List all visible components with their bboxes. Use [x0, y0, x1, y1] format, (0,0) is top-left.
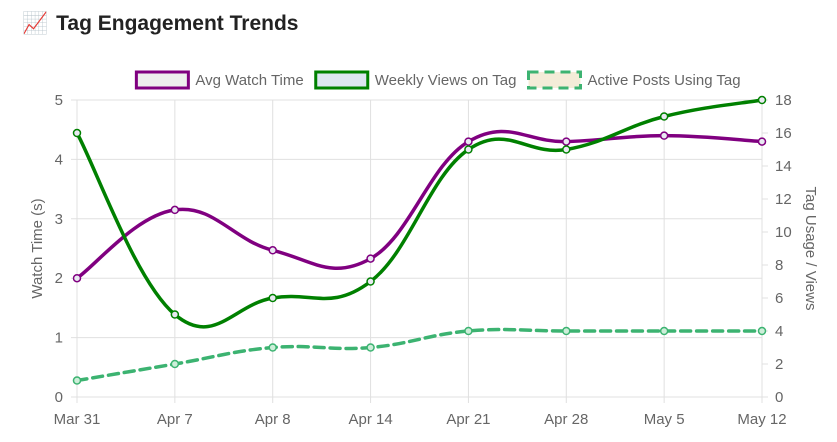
data-point-avg-watch-time: [659, 131, 669, 140]
legend-swatch: [134, 70, 190, 90]
data-point-weekly-views-on-tag: [170, 310, 180, 319]
data-point-weekly-views-on-tag: [464, 145, 473, 154]
y-left-axis-title: Watch Time (s): [29, 198, 46, 298]
y-right-tick-label: 0: [775, 389, 783, 406]
data-point-avg-watch-time: [757, 137, 767, 146]
data-point-weekly-views-on-tag: [757, 95, 767, 105]
x-tick-label: May 12: [737, 411, 786, 428]
y-right-axis-title: Tag Usage / Views: [802, 187, 819, 311]
series-line-avg-watch-time: [75, 129, 764, 280]
data-point-avg-watch-time: [464, 137, 473, 146]
y-right-tick-label: 2: [775, 356, 783, 373]
x-tick-label: Apr 28: [544, 411, 588, 428]
legend-swatch: [526, 70, 582, 90]
x-tick-label: May 5: [644, 411, 685, 428]
legend-label: Avg Watch Time: [195, 72, 303, 89]
data-point-weekly-views-on-tag: [72, 128, 82, 138]
data-point-avg-watch-time: [170, 205, 180, 215]
data-point-avg-watch-time: [562, 137, 571, 146]
data-point-active-posts-using-tag: [562, 326, 571, 336]
series-line-active-posts-using-tag: [75, 327, 764, 383]
y-right-tick-label: 12: [775, 191, 792, 208]
data-point-weekly-views-on-tag: [562, 145, 571, 154]
x-tick-label: Mar 31: [54, 411, 101, 428]
y-left-tick-label: 0: [55, 389, 63, 406]
data-point-active-posts-using-tag: [464, 326, 473, 336]
y-left-tick-label: 5: [55, 92, 63, 109]
data-point-weekly-views-on-tag: [366, 277, 375, 286]
legend-label: Active Posts Using Tag: [587, 72, 740, 89]
y-right-tick-label: 16: [775, 125, 792, 142]
x-tick-label: Apr 7: [157, 411, 193, 428]
chart-increasing-icon: 📈: [22, 12, 49, 35]
y-left-tick-label: 4: [55, 151, 63, 168]
y-right-tick-label: 4: [775, 323, 783, 340]
y-left-tick-label: 3: [55, 211, 63, 228]
data-point-active-posts-using-tag: [757, 326, 767, 336]
data-point-avg-watch-time: [366, 254, 375, 263]
legend-swatch: [314, 70, 370, 90]
y-right-tick-label: 14: [775, 158, 792, 175]
data-point-weekly-views-on-tag: [659, 112, 669, 121]
data-point-active-posts-using-tag: [268, 343, 277, 352]
legend-label: Weekly Views on Tag: [375, 72, 517, 89]
x-tick-label: Apr 14: [348, 411, 392, 428]
data-point-active-posts-using-tag: [72, 376, 82, 385]
y-left-tick-label: 2: [55, 270, 63, 287]
chart-title: 📈 Tag Engagement Trends: [22, 12, 298, 36]
x-tick-label: Apr 21: [446, 411, 490, 428]
y-right-tick-label: 8: [775, 257, 783, 274]
data-point-weekly-views-on-tag: [268, 293, 277, 303]
y-right-tick-label: 10: [775, 224, 792, 241]
y-left-tick-label: 1: [55, 330, 63, 347]
y-right-tick-label: 18: [775, 92, 792, 109]
y-right-tick-label: 6: [775, 290, 783, 307]
data-point-active-posts-using-tag: [659, 326, 669, 336]
data-point-active-posts-using-tag: [366, 343, 375, 352]
x-tick-label: Apr 8: [255, 411, 291, 428]
data-point-avg-watch-time: [72, 273, 82, 283]
chart-title-text: Tag Engagement Trends: [56, 12, 299, 35]
data-point-active-posts-using-tag: [170, 359, 180, 369]
data-point-avg-watch-time: [268, 246, 277, 255]
